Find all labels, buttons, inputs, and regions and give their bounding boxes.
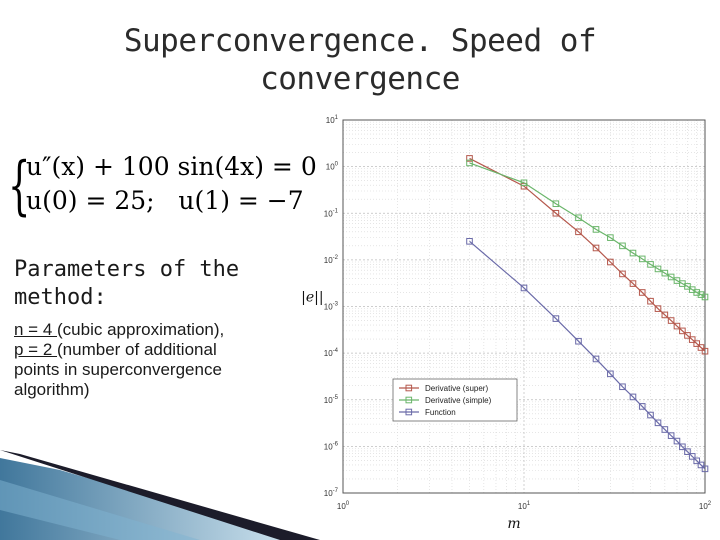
param-p-line: p = 2 (number of additional [14, 340, 314, 360]
data-point-2 [520, 284, 528, 292]
parameters-heading: Parameters of the method: [14, 256, 314, 312]
param-n-desc: (cubic approximation), [57, 320, 225, 339]
data-point-1 [693, 289, 701, 296]
y-axis-label: ||e|| [300, 290, 324, 306]
data-point-2 [679, 443, 686, 451]
data-point-1 [552, 200, 560, 208]
data-point-0 [592, 244, 600, 252]
data-point-2 [701, 465, 709, 473]
data-point-0 [654, 305, 662, 312]
parameters-heading-line-2: method: [14, 285, 107, 310]
param-n-line: n = 4 (cubic approximation), [14, 320, 314, 340]
data-point-0 [552, 209, 560, 217]
y-tick-label: 10-4 [324, 348, 339, 358]
data-point-2 [629, 393, 637, 401]
data-point-1 [520, 179, 528, 187]
data-point-0 [693, 340, 701, 347]
parameters-heading-line-1: Parameters of the [14, 257, 240, 282]
param-p-desc-3: algorithm) [14, 380, 90, 399]
parameters-details: n = 4 (cubic approximation), p = 2 (numb… [14, 320, 314, 400]
data-point-0 [647, 297, 654, 305]
y-tick-label: 10-5 [324, 395, 339, 405]
data-point-1 [619, 242, 626, 250]
data-point-2 [667, 432, 675, 439]
data-point-2 [688, 453, 696, 460]
data-point-2 [693, 457, 701, 465]
legend-label: Derivative (simple) [425, 396, 492, 405]
y-tick-label: 10-6 [324, 441, 339, 451]
data-point-0 [688, 336, 696, 343]
data-point-0 [638, 289, 646, 296]
equation-system: { u″(x) + 100 sin(4x) = 0 u(0) = 25; u(1… [8, 149, 317, 223]
param-p-desc-2: points in superconvergence [14, 360, 222, 379]
param-p-value: p = 2 [14, 340, 58, 359]
data-point-2 [592, 355, 600, 363]
legend-marker [405, 408, 413, 416]
data-point-2 [673, 437, 681, 445]
y-tick-label: 10-7 [324, 488, 339, 498]
slide-title: Superconvergence. Speed of convergence [0, 22, 720, 98]
data-point-0 [679, 327, 686, 335]
data-point-0 [673, 322, 681, 330]
param-p-desc: (number of additional [57, 340, 217, 359]
data-point-0 [697, 344, 705, 351]
data-point-0 [684, 332, 691, 339]
equation-brace: { [8, 149, 31, 223]
data-point-0 [661, 311, 669, 319]
data-point-0 [667, 317, 675, 324]
data-point-2 [647, 411, 654, 419]
data-point-2 [575, 337, 582, 345]
title-line-1: Superconvergence. Speed of [123, 23, 597, 59]
data-point-1 [667, 273, 675, 281]
legend-marker [405, 384, 413, 392]
y-tick-label: 10-3 [324, 302, 339, 312]
data-point-2 [684, 448, 691, 455]
legend-box [392, 378, 518, 422]
data-point-2 [638, 403, 646, 410]
data-point-0 [629, 280, 637, 287]
legend-marker [405, 396, 413, 404]
y-tick-label: 101 [326, 115, 339, 125]
decoration-stripe [0, 450, 320, 540]
differential-equation: u″(x) + 100 sin(4x) = 0 [26, 152, 317, 181]
data-point-1 [607, 234, 614, 241]
data-point-2 [697, 461, 705, 469]
data-point-0 [607, 258, 614, 266]
x-tick-label: 100 [337, 501, 350, 511]
y-tick-label: 10-2 [324, 255, 339, 265]
data-point-1 [654, 265, 662, 273]
data-point-2 [607, 370, 614, 378]
data-point-1 [575, 214, 582, 222]
data-point-2 [661, 426, 669, 433]
plot-frame [342, 119, 706, 494]
data-point-0 [619, 270, 626, 278]
boundary-conditions: u(0) = 25; u(1) = −7 [26, 186, 304, 215]
data-point-1 [466, 159, 473, 167]
error-convergence-chart: 100 101 102 10-7 10-6 10-5 10-4 10-3 10-2 10-1 100… [300, 115, 712, 532]
data-point-1 [701, 293, 709, 301]
data-point-2 [619, 383, 626, 391]
data-point-0 [466, 155, 473, 162]
legend-label: Derivative (super) [425, 384, 488, 393]
legend-label: Function [425, 408, 456, 417]
data-point-1 [592, 226, 600, 233]
x-tick-label: 102 [699, 501, 712, 511]
decoration-band [0, 480, 200, 540]
data-point-1 [661, 269, 669, 277]
data-point-0 [575, 228, 582, 236]
slide-decoration [0, 450, 320, 540]
y-tick-label: 100 [326, 162, 339, 172]
param-n-value: n = 4 [14, 320, 58, 339]
data-point-1 [638, 255, 646, 263]
x-axis-label: m [507, 516, 520, 532]
title-line-2: convergence [260, 61, 460, 97]
data-point-2 [552, 315, 560, 322]
data-point-1 [629, 249, 637, 257]
data-point-2 [654, 419, 662, 427]
data-point-1 [647, 261, 654, 268]
y-tick-label: 10-1 [324, 208, 339, 218]
data-point-2 [466, 238, 473, 245]
x-tick-label: 101 [518, 501, 531, 511]
data-point-0 [701, 347, 709, 355]
